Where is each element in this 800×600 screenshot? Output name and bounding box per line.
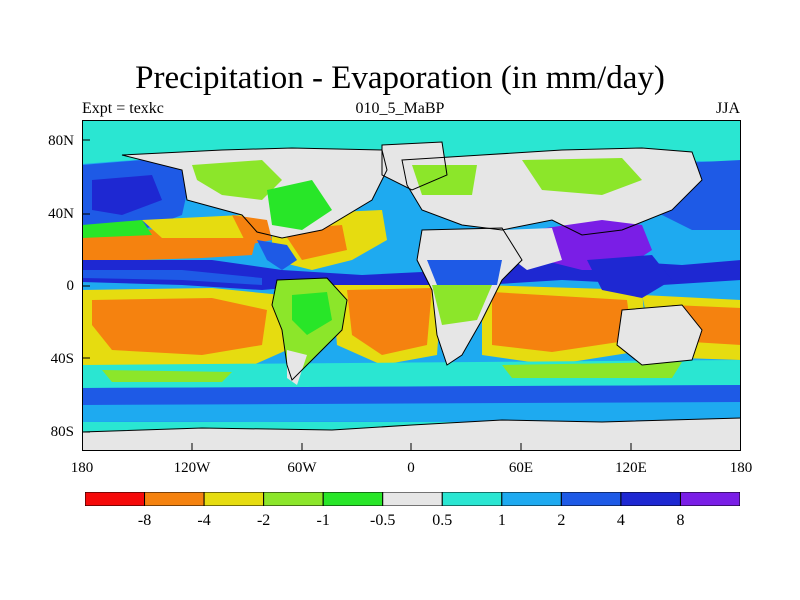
plot-title: Precipitation - Evaporation (in mm/day) [135, 60, 665, 96]
period-label: 010_5_MaBP [355, 100, 445, 117]
colorbar-label-2: -2 [256, 512, 271, 529]
colorbar-swatch-9 [620, 492, 681, 506]
colorbar-label-9: 8 [676, 512, 685, 529]
lon-label-60e: 60E [508, 460, 534, 476]
colorbar-swatch-8 [560, 492, 622, 506]
colorbar-label-0: -8 [137, 512, 152, 529]
colorbar-label-8: 4 [616, 512, 625, 529]
lon-label-120e: 120E [615, 460, 647, 476]
colorbar-swatch-5 [382, 492, 443, 506]
lon-label-60w: 60W [287, 460, 317, 476]
experiment-label: Expt = texkc [82, 100, 164, 117]
colorbar-swatch-1 [144, 492, 205, 506]
lat-label-80n: 80N [48, 133, 74, 149]
map-panel [82, 120, 741, 451]
lat-label-0: 0 [66, 278, 75, 294]
lat-label-40n: 40N [48, 206, 74, 222]
lon-label-180w: 180 [70, 460, 94, 476]
colorbar-label-5: 0.5 [432, 512, 453, 529]
colorbar-label-3: -1 [316, 512, 330, 529]
colorbar-swatch-4 [322, 492, 384, 506]
season-label: JJA [715, 100, 740, 117]
colorbar [85, 492, 740, 506]
lon-label-120w: 120W [173, 460, 211, 476]
colorbar-label-1: -4 [197, 512, 211, 529]
colorbar-swatch-2 [203, 492, 265, 506]
lon-label-0: 0 [407, 460, 415, 476]
lon-label-180e: 180 [729, 460, 753, 476]
colorbar-swatch-7 [501, 492, 562, 506]
colorbar-label-4: -0.5 [370, 512, 396, 529]
colorbar-swatch-10 [679, 492, 740, 506]
colorbar-swatch-3 [263, 492, 324, 506]
colorbar-label-6: 1 [497, 512, 506, 529]
map-svg [82, 120, 741, 451]
colorbar-label-7: 2 [557, 512, 566, 529]
axis-ticks [82, 139, 632, 451]
lat-label-40s: 40S [50, 351, 74, 367]
lat-label-80s: 80S [50, 424, 74, 440]
colorbar-swatch-6 [441, 492, 503, 506]
colorbar-swatch-0 [85, 492, 146, 506]
coastlines [82, 141, 741, 433]
